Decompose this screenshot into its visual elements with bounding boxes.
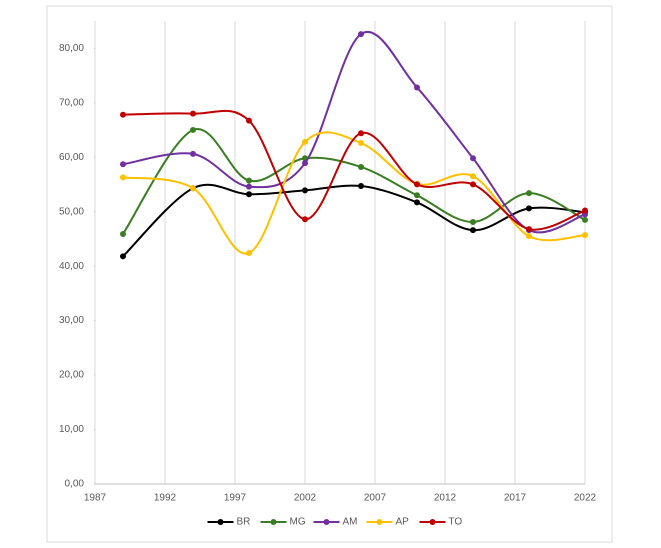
y-tick-label: 20,00 <box>59 370 84 381</box>
point <box>470 218 476 225</box>
series-line <box>122 109 586 231</box>
point <box>120 174 126 181</box>
point <box>526 190 532 197</box>
point <box>190 150 196 157</box>
point <box>302 160 308 167</box>
point <box>120 161 126 168</box>
legend-marker <box>217 519 224 525</box>
legend-label: BR <box>237 517 251 528</box>
chart-border <box>46 5 613 543</box>
point <box>358 183 364 190</box>
y-tick-label: 50,00 <box>59 206 84 217</box>
x-tick-label: 2022 <box>574 493 597 504</box>
legend-marker <box>270 519 277 525</box>
point <box>246 250 252 257</box>
point <box>414 181 420 188</box>
legend-label: MG <box>290 517 306 528</box>
legend-marker <box>323 519 330 525</box>
x-tick-label: 1992 <box>154 493 177 504</box>
x-tick-label: 2007 <box>364 493 387 504</box>
point <box>302 187 308 194</box>
y-tick-label: 10,00 <box>59 424 84 435</box>
legend-label: AM <box>343 517 358 528</box>
point <box>582 232 588 239</box>
y-tick-label: 80,00 <box>59 43 84 54</box>
point <box>358 31 364 38</box>
point <box>414 84 420 91</box>
legend-label: TO <box>449 517 463 528</box>
point <box>470 181 476 188</box>
y-tick-label: 70,00 <box>59 97 84 108</box>
point <box>470 155 476 162</box>
point <box>246 117 252 124</box>
x-tick-label: 2002 <box>294 493 317 504</box>
point <box>302 216 308 223</box>
point <box>470 227 476 234</box>
point <box>120 253 126 260</box>
point <box>414 199 420 206</box>
point <box>246 191 252 198</box>
point <box>120 111 126 118</box>
point <box>120 230 126 237</box>
point <box>190 185 196 192</box>
point <box>190 126 196 133</box>
point <box>470 173 476 180</box>
y-tick-label: 0,00 <box>65 479 85 490</box>
x-tick-label: 1997 <box>224 493 247 504</box>
point <box>246 183 252 190</box>
point <box>302 138 308 145</box>
legend-label: AP <box>396 517 410 528</box>
point <box>582 216 588 223</box>
point <box>190 110 196 117</box>
point <box>526 205 532 212</box>
point <box>414 192 420 199</box>
y-tick-label: 40,00 <box>59 261 84 272</box>
y-tick-label: 60,00 <box>59 152 84 163</box>
x-tick-label: 1987 <box>84 493 107 504</box>
point <box>246 177 252 184</box>
point <box>358 140 364 147</box>
y-tick-label: 30,00 <box>59 315 84 326</box>
point <box>358 163 364 170</box>
legend-marker <box>376 519 383 525</box>
x-tick-label: 2012 <box>434 493 457 504</box>
point <box>526 226 532 233</box>
point <box>582 207 588 214</box>
x-tick-label: 2017 <box>504 493 527 504</box>
point <box>526 233 532 240</box>
legend-marker <box>429 519 436 525</box>
point <box>358 130 364 137</box>
